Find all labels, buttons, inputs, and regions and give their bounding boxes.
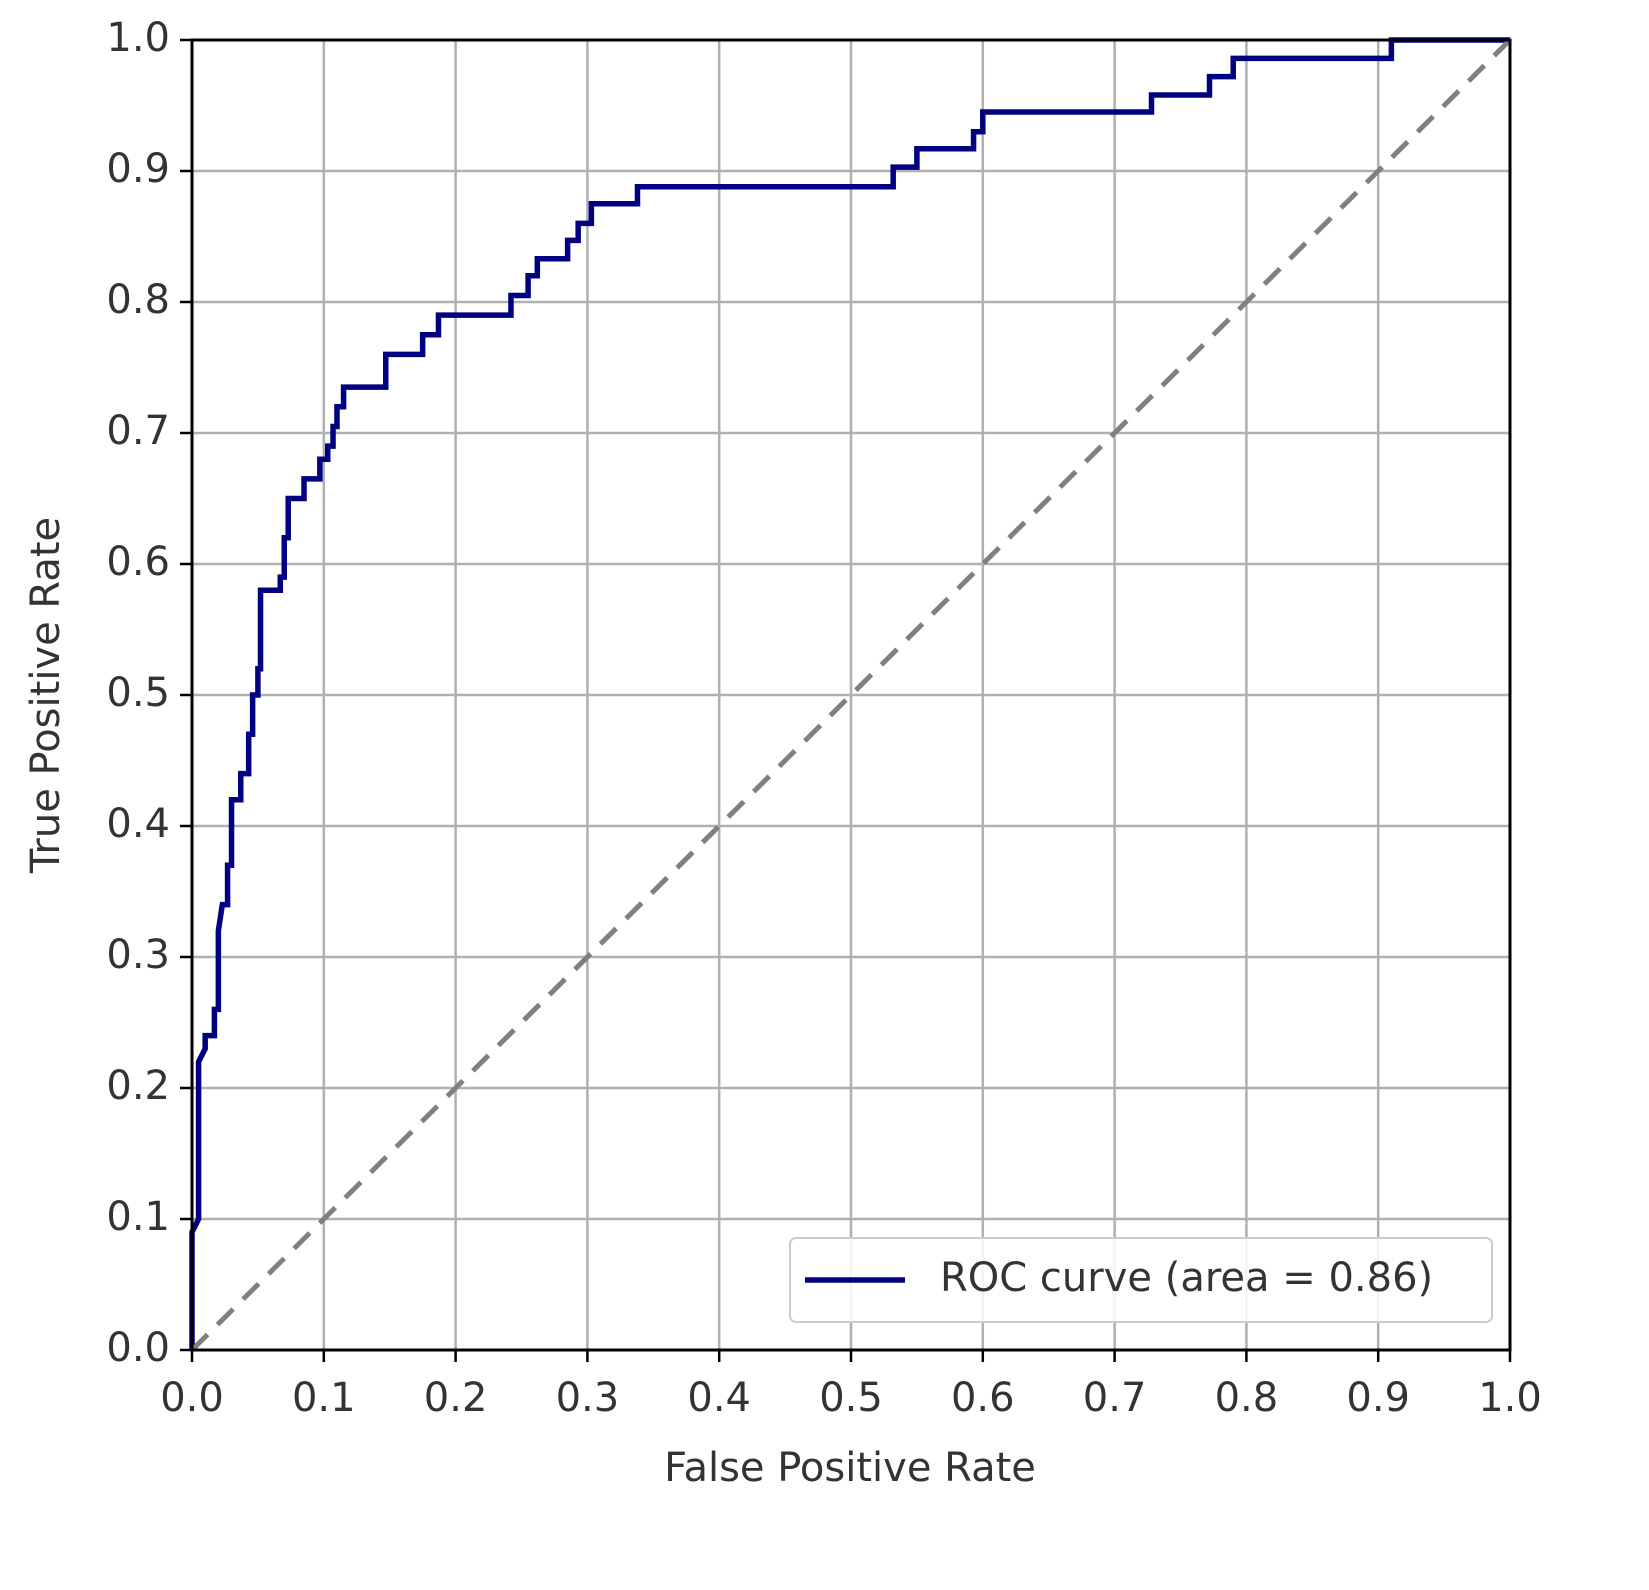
x-tick-label: 0.4 <box>687 1375 751 1421</box>
legend: ROC curve (area = 0.86) <box>789 1237 1493 1323</box>
x-tick-label: 0.0 <box>160 1375 224 1421</box>
x-tick-label: 0.7 <box>1083 1375 1147 1421</box>
x-tick-label: 0.8 <box>1215 1375 1279 1421</box>
plot-frame <box>190 38 1512 1352</box>
y-tick-label: 0.3 <box>106 932 170 978</box>
y-tick-label: 1.0 <box>106 15 170 61</box>
y-tick-label: 0.9 <box>106 146 170 192</box>
legend-label: ROC curve (area = 0.86) <box>940 1255 1433 1301</box>
x-tick-label: 0.3 <box>556 1375 620 1421</box>
y-tick-label: 0.0 <box>106 1325 170 1371</box>
x-tick-label: 0.2 <box>424 1375 488 1421</box>
y-tick-label: 0.4 <box>106 801 170 847</box>
x-axis-label: False Positive Rate <box>664 1445 1036 1491</box>
x-tick-label: 0.6 <box>951 1375 1015 1421</box>
y-tick-label: 0.7 <box>106 408 170 454</box>
y-tick-label: 0.6 <box>106 539 170 585</box>
x-tick-label: 0.5 <box>819 1375 883 1421</box>
y-tick-label: 0.1 <box>106 1194 170 1240</box>
y-tick-label: 0.2 <box>106 1063 170 1109</box>
x-tick-label: 1.0 <box>1478 1375 1542 1421</box>
y-tick-label: 0.5 <box>106 670 170 716</box>
legend-box <box>789 1237 1493 1323</box>
y-tick-label: 0.8 <box>106 277 170 323</box>
y-axis-label: True Positive Rate <box>23 517 69 874</box>
diagonal-line <box>190 38 1512 1352</box>
roc-line <box>189 37 1510 1350</box>
x-tick-label: 0.9 <box>1346 1375 1410 1421</box>
x-tick-label: 0.1 <box>292 1375 356 1421</box>
